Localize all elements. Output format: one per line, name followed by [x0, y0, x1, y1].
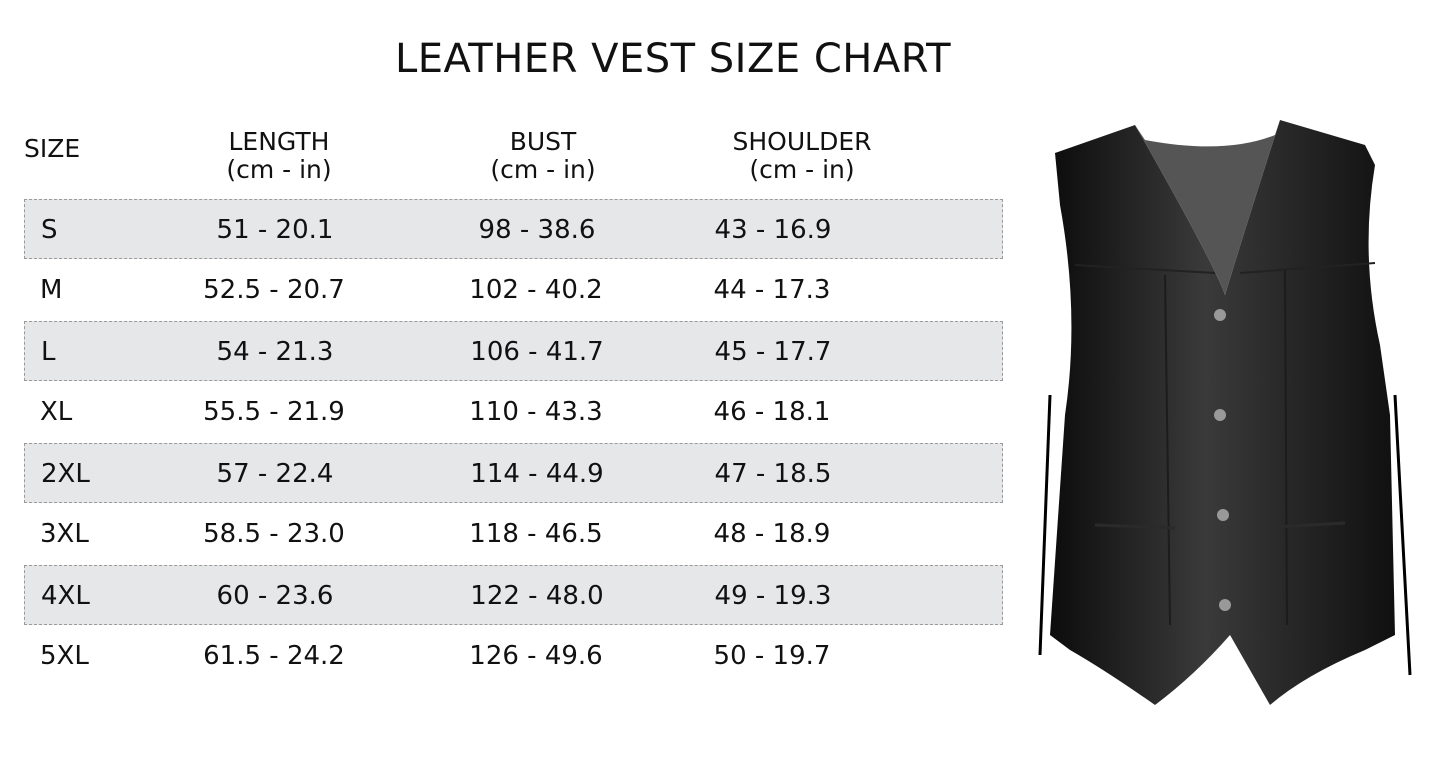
cell-size: L: [41, 337, 56, 367]
cell-size: 4XL: [41, 581, 90, 611]
cell-bust: 126 - 49.6: [469, 641, 603, 671]
cell-bust: 118 - 46.5: [469, 519, 603, 549]
table-row: 4XL 60 - 23.6 122 - 48.0 49 - 19.3: [24, 565, 1003, 625]
header-bust: BUST (cm - in): [458, 128, 628, 184]
header-shoulder: SHOULDER (cm - in): [702, 128, 902, 184]
cell-length: 60 - 23.6: [216, 581, 334, 611]
cell-size: 3XL: [40, 519, 89, 549]
cell-shoulder: 45 - 17.7: [714, 337, 832, 367]
cell-bust: 122 - 48.0: [470, 581, 604, 611]
cell-shoulder: 49 - 19.3: [714, 581, 832, 611]
cell-size: XL: [40, 397, 73, 427]
cell-length: 58.5 - 23.0: [203, 519, 345, 549]
cell-length: 52.5 - 20.7: [203, 275, 345, 305]
cell-shoulder: 44 - 17.3: [713, 275, 831, 305]
cell-length: 61.5 - 24.2: [203, 641, 345, 671]
table-row: 2XL 57 - 22.4 114 - 44.9 47 - 18.5: [24, 443, 1003, 503]
cell-size: 5XL: [40, 641, 89, 671]
cell-length: 55.5 - 21.9: [203, 397, 345, 427]
cell-size: M: [40, 275, 63, 305]
cell-size: S: [41, 215, 58, 245]
header-length-label: LENGTH: [228, 127, 330, 156]
cell-length: 51 - 20.1: [216, 215, 334, 245]
cell-shoulder: 46 - 18.1: [713, 397, 831, 427]
cell-shoulder: 43 - 16.9: [714, 215, 832, 245]
table-row: S 51 - 20.1 98 - 38.6 43 - 16.9: [24, 199, 1003, 259]
table-row: 5XL 61.5 - 24.2 126 - 49.6 50 - 19.7: [24, 626, 1003, 686]
cell-size: 2XL: [41, 459, 90, 489]
header-bust-unit: (cm - in): [490, 155, 596, 184]
cell-shoulder: 48 - 18.9: [713, 519, 831, 549]
cell-shoulder: 47 - 18.5: [714, 459, 832, 489]
header-length-unit: (cm - in): [226, 155, 332, 184]
header-size-label: SIZE: [24, 134, 81, 163]
header-shoulder-unit: (cm - in): [749, 155, 855, 184]
cell-bust: 110 - 43.3: [469, 397, 603, 427]
vest-image: [1038, 120, 1412, 705]
cell-length: 57 - 22.4: [216, 459, 334, 489]
page-title: LEATHER VEST SIZE CHART: [394, 36, 952, 82]
header-size: SIZE: [24, 135, 104, 163]
cell-bust: 98 - 38.6: [478, 215, 596, 245]
cell-length: 54 - 21.3: [216, 337, 334, 367]
cell-bust: 114 - 44.9: [470, 459, 604, 489]
table-row: 3XL 58.5 - 23.0 118 - 46.5 48 - 18.9: [24, 504, 1003, 564]
cell-bust: 102 - 40.2: [469, 275, 603, 305]
cell-bust: 106 - 41.7: [470, 337, 604, 367]
header-bust-label: BUST: [509, 127, 577, 156]
cell-shoulder: 50 - 19.7: [713, 641, 831, 671]
table-row: L 54 - 21.3 106 - 41.7 45 - 17.7: [24, 321, 1003, 381]
table-row: M 52.5 - 20.7 102 - 40.2 44 - 17.3: [24, 260, 1003, 320]
table-row: XL 55.5 - 21.9 110 - 43.3 46 - 18.1: [24, 382, 1003, 442]
header-length: LENGTH (cm - in): [194, 128, 364, 184]
header-shoulder-label: SHOULDER: [732, 127, 872, 156]
